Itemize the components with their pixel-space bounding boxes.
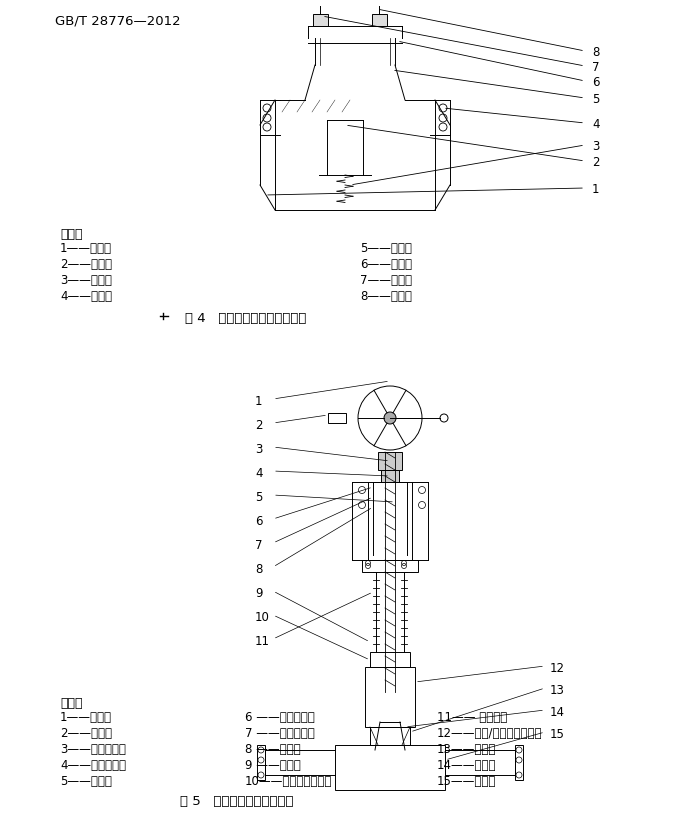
- Text: 15: 15: [550, 728, 565, 741]
- Text: 2: 2: [255, 419, 262, 432]
- Text: 6 ——压套螺栓；: 6 ——压套螺栓；: [245, 711, 315, 724]
- Text: 图 5   波纹管闸阀典型结构图: 图 5 波纹管闸阀典型结构图: [180, 795, 293, 808]
- Text: 5——阀杆；: 5——阀杆；: [60, 775, 112, 788]
- Bar: [370, 652, 410, 667]
- Bar: [370, 727, 410, 745]
- Text: 15——阀体。: 15——阀体。: [437, 775, 496, 788]
- Text: 6: 6: [255, 515, 262, 528]
- Bar: [515, 745, 523, 780]
- Text: 5: 5: [255, 491, 262, 504]
- Bar: [313, 14, 328, 26]
- Text: GB/T 28776—2012: GB/T 28776—2012: [55, 15, 181, 28]
- Text: 1——阀体；: 1——阀体；: [60, 242, 112, 255]
- Text: 7: 7: [592, 61, 599, 74]
- Text: 4: 4: [255, 467, 262, 480]
- Bar: [335, 745, 445, 790]
- Bar: [257, 745, 265, 780]
- Text: 9: 9: [255, 587, 262, 600]
- Bar: [372, 14, 387, 26]
- Text: 5: 5: [592, 93, 599, 106]
- Bar: [362, 560, 418, 572]
- Circle shape: [384, 412, 396, 424]
- Text: 6——覔钉；: 6——覔钉；: [360, 258, 412, 271]
- Bar: [365, 667, 415, 727]
- Text: 8——螺栓。: 8——螺栓。: [360, 290, 412, 303]
- Text: 4: 4: [592, 118, 599, 131]
- Text: 12: 12: [550, 662, 565, 675]
- Text: 1——手轮；: 1——手轮；: [60, 711, 112, 724]
- Text: 1: 1: [592, 183, 599, 196]
- Text: 13——阀座；: 13——阀座；: [437, 743, 496, 756]
- Text: 4——垫片；: 4——垫片；: [60, 290, 112, 303]
- Text: 6: 6: [592, 76, 599, 89]
- Text: 3——手轮螺母；: 3——手轮螺母；: [60, 743, 126, 756]
- Bar: [381, 470, 399, 482]
- Text: 10——波纹管连接件；: 10——波纹管连接件；: [245, 775, 332, 788]
- Text: 8 ——填料；: 8 ——填料；: [245, 743, 300, 756]
- Text: 14: 14: [550, 706, 565, 719]
- Text: 3——弹簧；: 3——弹簧；: [60, 274, 112, 287]
- Text: 1: 1: [255, 395, 262, 408]
- Text: 11: 11: [255, 635, 270, 648]
- Text: 8: 8: [592, 46, 599, 59]
- Text: 14——阀板；: 14——阀板；: [437, 759, 496, 772]
- Text: 2——标牌；: 2——标牌；: [60, 727, 112, 740]
- Text: 10: 10: [255, 611, 270, 624]
- Text: 2——阀瓣；: 2——阀瓣；: [60, 258, 112, 271]
- Text: 7 ——填料压套；: 7 ——填料压套；: [245, 727, 315, 740]
- Text: 图 4   升降式止回阀典型结构图: 图 4 升降式止回阀典型结构图: [185, 312, 307, 325]
- Text: 2: 2: [592, 156, 599, 169]
- Text: 3: 3: [592, 140, 599, 153]
- Text: 3: 3: [255, 443, 262, 456]
- Text: 13: 13: [550, 684, 565, 697]
- Text: 8: 8: [255, 563, 262, 576]
- Bar: [378, 452, 402, 470]
- Text: 11—— 波纹管；: 11—— 波纹管；: [437, 711, 508, 724]
- Text: 12——阀体/阀盖加长部分；: 12——阀体/阀盖加长部分；: [437, 727, 542, 740]
- Text: 7: 7: [255, 539, 262, 552]
- Text: 说明：: 说明：: [60, 228, 83, 241]
- Bar: [328, 413, 346, 423]
- Text: 说明：: 说明：: [60, 697, 83, 710]
- Text: 4——阀杆螺母；: 4——阀杆螺母；: [60, 759, 126, 772]
- Text: 9 ——阀盖；: 9 ——阀盖；: [245, 759, 301, 772]
- Text: 7——标牌；: 7——标牌；: [360, 274, 412, 287]
- Text: 5——阀盖；: 5——阀盖；: [360, 242, 412, 255]
